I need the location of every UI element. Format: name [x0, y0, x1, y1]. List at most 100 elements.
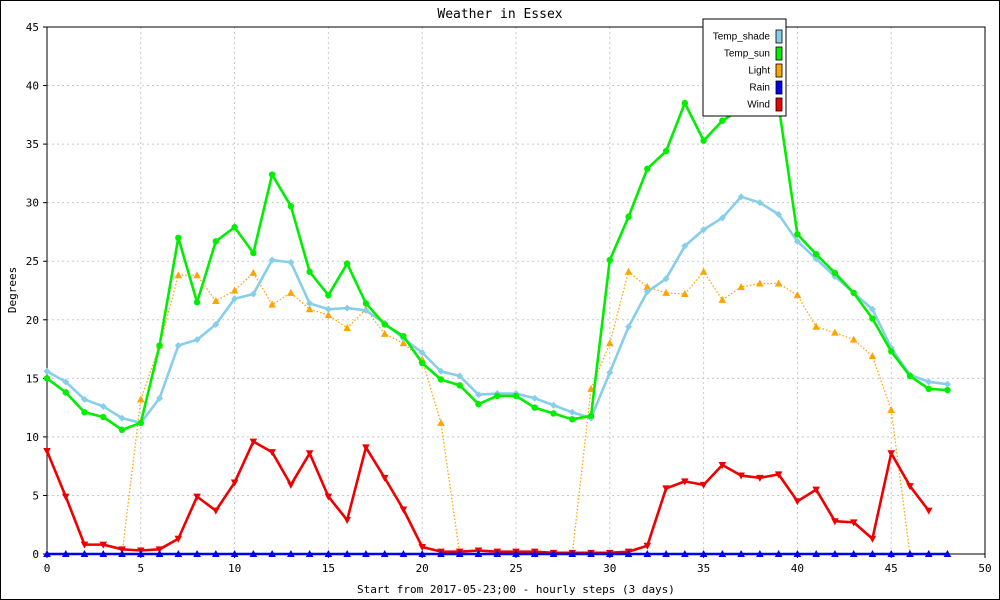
point-light — [249, 268, 258, 276]
point-rain — [380, 550, 389, 557]
point-light — [212, 297, 220, 305]
point-temp-shade — [156, 394, 164, 402]
point-wind — [212, 507, 220, 515]
point-rain — [137, 550, 145, 557]
point-temp-shade — [681, 242, 689, 250]
point-rain — [624, 550, 633, 557]
point-temp-shade — [249, 290, 257, 298]
point-wind — [924, 507, 933, 515]
point-temp-sun — [606, 256, 613, 264]
point-temp-shade — [99, 402, 107, 410]
y-axis-label: Degrees — [6, 267, 19, 313]
point-wind — [118, 546, 126, 554]
point-temp-sun — [475, 400, 482, 408]
point-temp-sun — [268, 171, 276, 178]
x-axis-label: Start from 2017-05-23;00 - hourly steps … — [357, 583, 675, 596]
point-wind — [737, 472, 745, 480]
point-rain — [718, 550, 727, 557]
point-wind — [793, 498, 802, 506]
legend-label-wind: Wind — [747, 100, 770, 111]
point-wind — [43, 447, 51, 455]
point-light — [305, 305, 314, 313]
point-temp-shade — [943, 380, 951, 388]
point-temp-shade — [81, 395, 89, 403]
point-light — [380, 329, 389, 337]
point-rain — [474, 550, 483, 557]
point-rain — [793, 550, 802, 557]
point-temp-shade — [418, 349, 426, 357]
x-tick-label: 25 — [509, 562, 522, 575]
point-temp-shade — [362, 306, 370, 314]
point-wind — [343, 517, 351, 525]
point-rain — [43, 550, 51, 557]
x-tick-label: 20 — [416, 562, 429, 575]
legend-swatch-temp-shade — [775, 29, 783, 44]
point-wind — [399, 506, 408, 514]
point-rain — [568, 550, 577, 557]
x-tick-label: 15 — [322, 562, 335, 575]
point-rain — [268, 550, 276, 557]
point-temp-sun — [287, 202, 295, 210]
point-light — [718, 295, 727, 303]
point-wind — [249, 438, 258, 446]
point-light — [399, 339, 408, 347]
point-temp-shade — [793, 237, 801, 245]
point-rain — [455, 550, 464, 557]
point-rain — [324, 550, 333, 557]
legend-box — [702, 18, 787, 117]
point-temp-shade — [287, 258, 295, 266]
y-tick-label: 30 — [26, 197, 39, 210]
point-temp-sun — [700, 137, 707, 144]
point-temp-sun — [512, 392, 520, 400]
point-rain — [212, 550, 220, 557]
x-tick-label: 10 — [228, 562, 241, 575]
point-temp-sun — [625, 213, 632, 220]
point-light — [793, 291, 802, 299]
point-temp-shade — [531, 394, 539, 402]
legend-label-temp-shade: Temp_shade — [713, 32, 771, 43]
point-rain — [887, 550, 895, 557]
legend-label-rain: Rain — [749, 83, 770, 94]
point-temp-shade — [737, 193, 745, 201]
point-light — [193, 271, 201, 279]
y-tick-label: 10 — [26, 431, 39, 444]
point-rain — [80, 550, 89, 557]
legend-swatch-temp-sun — [775, 46, 783, 61]
point-rain — [530, 550, 539, 557]
point-temp-sun — [550, 410, 557, 417]
point-temp-sun — [175, 234, 182, 241]
point-temp-shade — [43, 367, 51, 375]
point-rain — [118, 550, 126, 557]
point-wind — [718, 461, 727, 469]
point-temp-sun — [925, 385, 932, 393]
point-temp-sun — [62, 389, 69, 396]
point-temp-shade — [62, 378, 70, 386]
point-temp-sun — [662, 147, 670, 155]
point-rain — [512, 550, 520, 557]
point-rain — [174, 550, 183, 557]
point-rain — [681, 550, 689, 557]
legend-swatch-wind — [775, 97, 783, 112]
point-wind — [906, 483, 914, 491]
point-light — [268, 300, 276, 308]
point-rain — [418, 550, 426, 557]
point-temp-sun — [644, 165, 651, 172]
point-temp-sun — [156, 342, 163, 349]
point-rain — [943, 550, 952, 557]
point-temp-shade — [775, 210, 783, 218]
point-rain — [61, 550, 70, 557]
point-light — [774, 279, 783, 287]
point-temp-shade — [174, 342, 182, 350]
x-tick-label: 0 — [44, 562, 51, 575]
point-light — [174, 271, 183, 279]
point-temp-sun — [400, 332, 407, 340]
point-light — [699, 267, 708, 275]
point-temp-shade — [212, 320, 220, 328]
legend-swatch-rain — [775, 80, 783, 95]
point-temp-shade — [118, 414, 126, 422]
point-light — [437, 418, 445, 426]
point-temp-sun — [569, 416, 576, 423]
point-light — [324, 311, 333, 319]
point-light — [287, 288, 295, 296]
